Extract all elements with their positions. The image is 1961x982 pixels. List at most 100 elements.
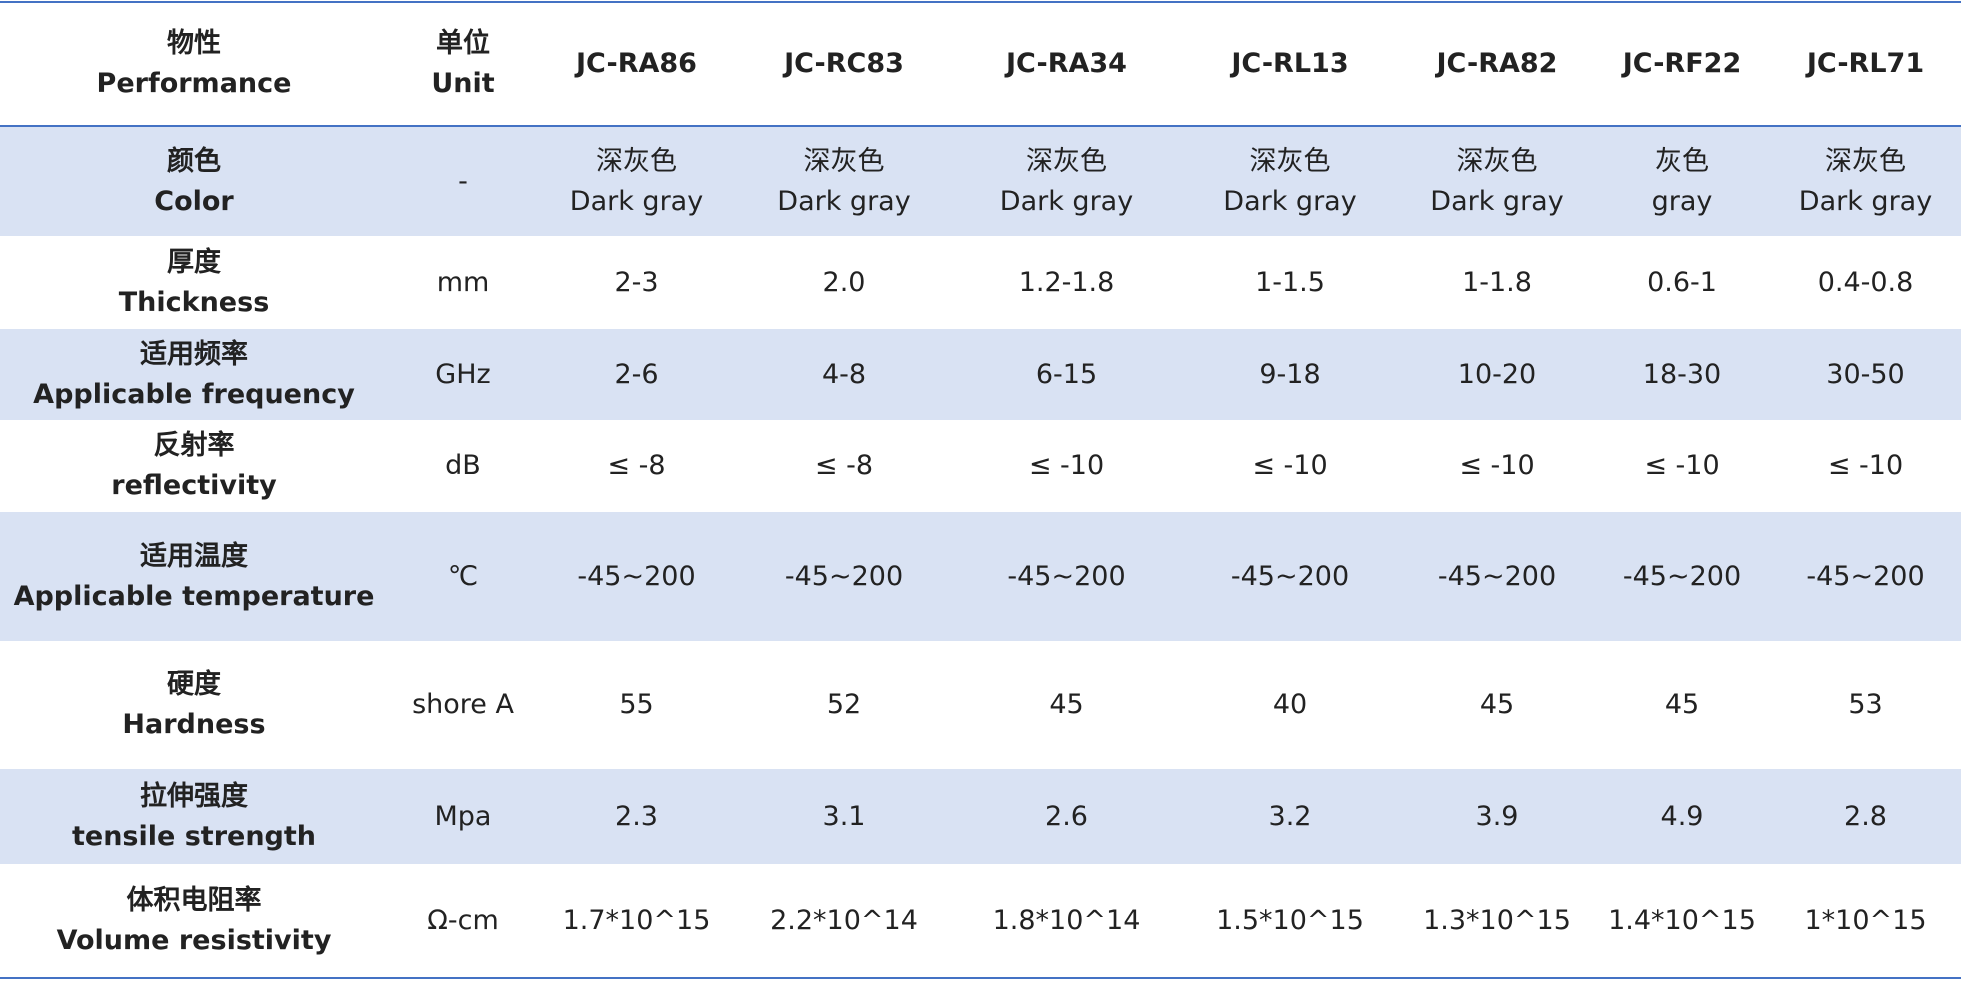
cell-text: JC-RA82: [1436, 48, 1558, 79]
table-cell: dB: [388, 420, 538, 512]
cell-text: 4.9: [1660, 800, 1704, 832]
table-cell: JC-RC83: [735, 1, 953, 127]
cell-text: 物性: [167, 28, 221, 59]
table-cell: JC-RL71: [1770, 1, 1961, 127]
cell-text: 10-20: [1457, 358, 1537, 390]
table-cell: -45~200: [1400, 512, 1594, 641]
cell-text: 9-18: [1259, 358, 1321, 390]
cell-text: 4-8: [821, 358, 867, 390]
table-row: 反射率 reflectivity dB ≤ -8 ≤ -8 ≤ -10 ≤ -10 ≤ -10…: [0, 420, 1961, 512]
table-row: 体积电阻率 Volume resistivity Ω-cm 1.7*10^15 2.2*…: [0, 864, 1961, 979]
cell-text: ≤ -10: [1028, 450, 1105, 481]
cell-text: 深灰色: [596, 145, 677, 177]
cell-text: Performance: [96, 68, 292, 99]
table-cell: 体积电阻率 Volume resistivity: [0, 864, 388, 979]
table-cell: 3.9: [1400, 769, 1594, 864]
table-cell: 2.3: [538, 769, 735, 864]
table-cell: 6-15: [953, 329, 1180, 420]
cell-text: shore A: [412, 689, 514, 720]
cell-text: -45~200: [1806, 560, 1925, 592]
cell-text: 灰色: [1655, 145, 1709, 177]
cell-text: 体积电阻率: [126, 884, 262, 916]
cell-text: -45~200: [1007, 560, 1126, 592]
cell-text: 45: [1479, 689, 1515, 720]
cell-text: 1-1.5: [1255, 266, 1325, 298]
table-cell: Ω-cm: [388, 864, 538, 979]
table-cell: 1-1.8: [1400, 236, 1594, 329]
table-cell: -45~200: [953, 512, 1180, 641]
cell-text: 1.5*10^15: [1216, 904, 1364, 936]
table-cell: 1-1.5: [1180, 236, 1400, 329]
table-row: 拉伸强度 tensile strength Mpa 2.3 3.1 2.6 3.2 3.9 4.…: [0, 769, 1961, 864]
cell-text: 1.3*10^15: [1423, 904, 1571, 936]
cell-text: 0.6-1: [1647, 266, 1717, 298]
table-cell: 深灰色 Dark gray: [538, 126, 735, 236]
table-cell: 2-6: [538, 329, 735, 420]
table-cell: ≤ -10: [953, 420, 1180, 512]
table-cell: 0.6-1: [1594, 236, 1770, 329]
table-cell: 2.8: [1770, 769, 1961, 864]
cell-text: JC-RC83: [784, 48, 904, 79]
cell-text: -45~200: [1437, 560, 1557, 592]
cell-text: gray: [1651, 185, 1713, 217]
table-cell: 反射率 reflectivity: [0, 420, 388, 512]
cell-text: 3.1: [822, 800, 866, 832]
table-cell: JC-RL13: [1180, 1, 1400, 127]
table-cell: 1.4*10^15: [1594, 864, 1770, 979]
table-cell: 适用频率 Applicable frequency: [0, 329, 388, 420]
cell-text: Dark gray: [777, 185, 911, 217]
cell-text: Dark gray: [1798, 185, 1933, 217]
table-cell: -: [388, 126, 538, 236]
cell-text: 52: [826, 689, 862, 720]
table-cell: 1.8*10^14: [953, 864, 1180, 979]
cell-text: 3.2: [1268, 800, 1312, 832]
table-row: 物性 Performance 单位 Unit JC-RA86 JC-RC83 JC-RA34…: [0, 1, 1961, 127]
cell-text: Dark gray: [999, 185, 1134, 217]
table-cell: 9-18: [1180, 329, 1400, 420]
cell-text: JC-RL13: [1231, 48, 1349, 79]
cell-text: 硬度: [167, 669, 221, 700]
cell-text: 2.3: [615, 800, 658, 832]
table-cell: JC-RF22: [1594, 1, 1770, 127]
table-cell: 30-50: [1770, 329, 1961, 420]
cell-text: 厚度: [167, 246, 221, 278]
table-cell: 4-8: [735, 329, 953, 420]
cell-text: 55: [619, 689, 654, 720]
cell-text: 拉伸强度: [140, 780, 248, 812]
cell-text: JC-RA34: [1006, 48, 1127, 79]
cell-text: Applicable frequency: [33, 378, 355, 410]
cell-text: 2.2*10^14: [770, 904, 918, 936]
cell-text: 18-30: [1642, 358, 1722, 390]
cell-text: Unit: [431, 68, 495, 99]
table-cell: 45: [1594, 641, 1770, 769]
table-row: 适用温度 Applicable temperature ℃ -45~200 -45~20…: [0, 512, 1961, 641]
table-cell: ≤ -8: [538, 420, 735, 512]
table-cell: 深灰色 Dark gray: [1180, 126, 1400, 236]
cell-text: 颜色: [167, 145, 221, 177]
cell-text: ≤ -10: [1252, 450, 1328, 481]
table-cell: 2.2*10^14: [735, 864, 953, 979]
cell-text: 1.4*10^15: [1608, 904, 1756, 936]
cell-text: Dark gray: [569, 185, 704, 217]
table-cell: Mpa: [388, 769, 538, 864]
table-cell: 单位 Unit: [388, 1, 538, 127]
cell-text: ≤ -10: [1827, 450, 1904, 481]
cell-text: -45~200: [1622, 560, 1742, 592]
cell-text: 2-6: [614, 358, 659, 390]
table-cell: -45~200: [1770, 512, 1961, 641]
table-cell: ℃: [388, 512, 538, 641]
table-cell: 4.9: [1594, 769, 1770, 864]
table-cell: 18-30: [1594, 329, 1770, 420]
cell-text: dB: [445, 450, 481, 481]
table-cell: mm: [388, 236, 538, 329]
table-cell: 厚度 Thickness: [0, 236, 388, 329]
cell-text: 深灰色: [1825, 145, 1906, 177]
cell-text: Dark gray: [1223, 185, 1357, 217]
cell-text: 53: [1848, 689, 1883, 720]
cell-text: 45: [1049, 689, 1084, 720]
cell-text: -: [458, 165, 468, 197]
cell-text: 1.2-1.8: [1018, 266, 1115, 298]
table-cell: 2-3: [538, 236, 735, 329]
table-cell: 适用温度 Applicable temperature: [0, 512, 388, 641]
